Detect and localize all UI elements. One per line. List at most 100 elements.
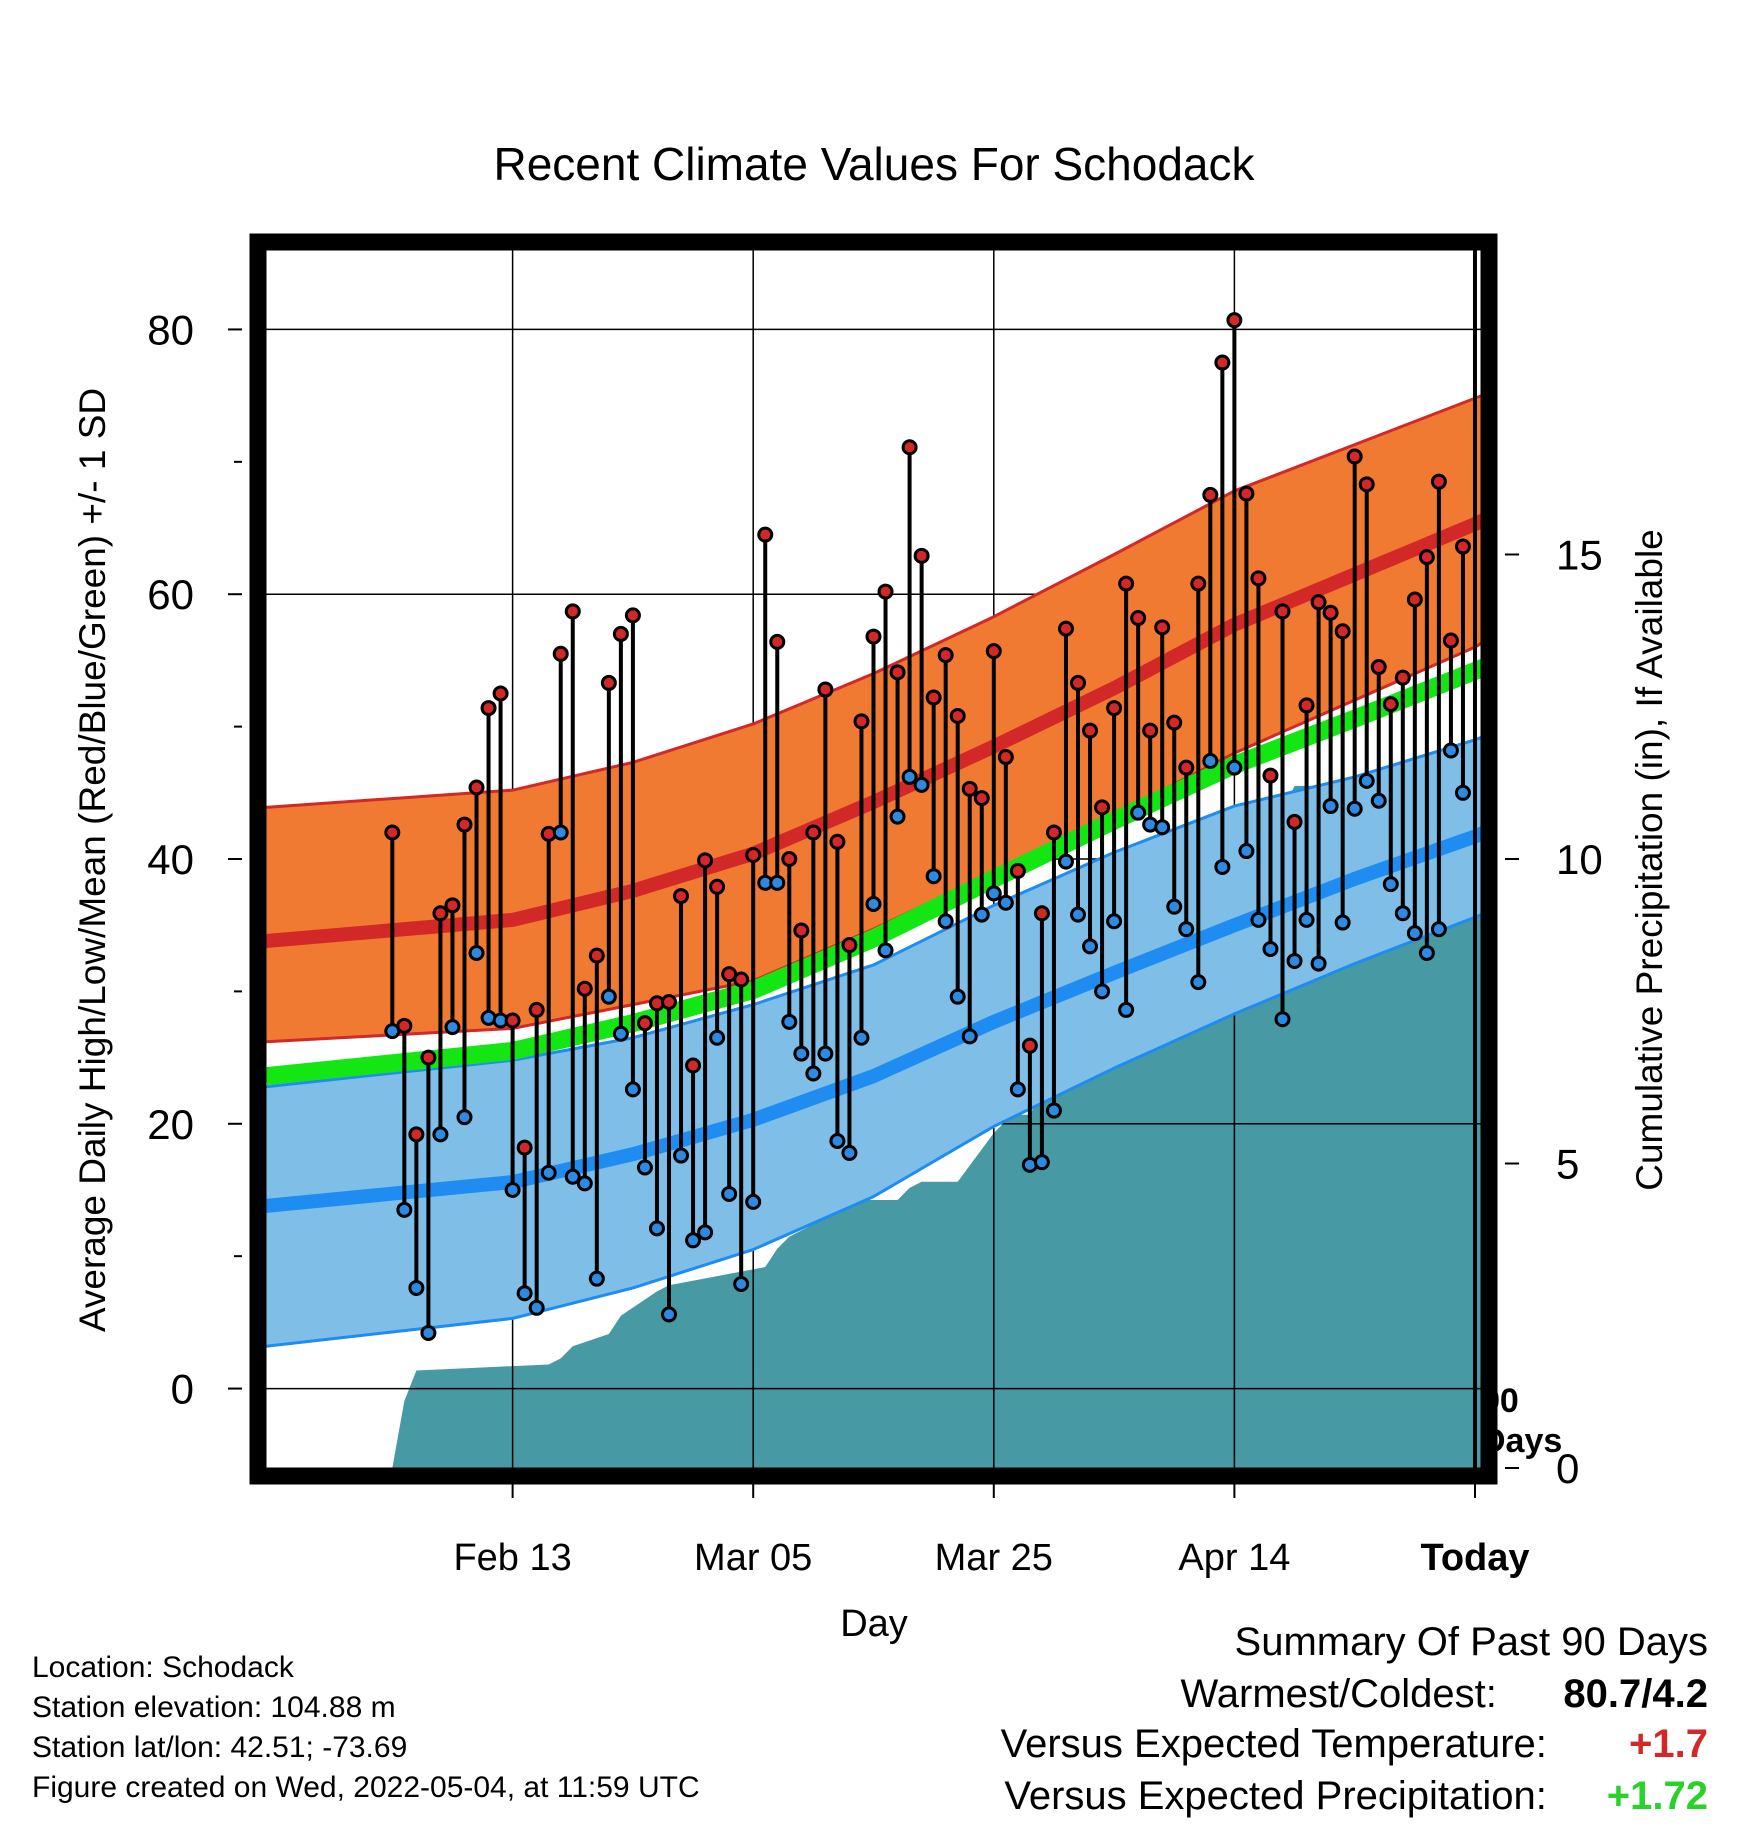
low-point — [468, 944, 485, 961]
y2-axis-label: Cumulative Precipitation (in), If Availa… — [1629, 529, 1670, 1191]
low-point — [624, 1081, 641, 1098]
high-point — [781, 851, 798, 867]
warm-cold-label: Warmest/Coldest: — [1180, 1672, 1497, 1716]
high-point — [408, 1126, 425, 1143]
high-point — [576, 980, 593, 997]
high-point — [1178, 759, 1195, 776]
high-point — [1094, 799, 1111, 816]
low-point — [1430, 921, 1447, 938]
low-point — [769, 874, 786, 891]
high-point — [769, 633, 786, 650]
high-point — [1154, 619, 1171, 636]
x-axis: Feb 13 Mar 05 Mar 25 Apr 14 Today — [453, 1484, 1530, 1579]
y-tick-label: 60 — [147, 571, 194, 618]
high-point — [1262, 767, 1279, 784]
high-point — [1070, 674, 1087, 691]
high-point — [1346, 448, 1363, 465]
high-point — [745, 847, 762, 864]
low-point — [913, 776, 930, 793]
low-point — [1310, 955, 1327, 972]
y2-tick-label: 5 — [1556, 1141, 1579, 1188]
high-point — [504, 1012, 521, 1029]
high-point — [793, 922, 810, 939]
low-point — [528, 1299, 545, 1316]
low-point — [1106, 913, 1123, 930]
high-point — [1033, 905, 1050, 922]
low-point — [949, 988, 966, 1005]
daily-values — [384, 312, 1471, 1341]
low-point — [456, 1109, 473, 1126]
high-point — [1214, 354, 1231, 371]
high-point — [1118, 575, 1135, 592]
high-point — [456, 816, 473, 833]
low-point — [408, 1279, 425, 1296]
low-point — [721, 1185, 738, 1202]
high-point — [1286, 813, 1303, 830]
high-point — [1202, 486, 1219, 503]
low-point — [1082, 938, 1099, 955]
low-point — [540, 1164, 557, 1181]
latlon-text: Station lat/lon: 42.51; -73.69 — [32, 1731, 408, 1764]
high-point — [865, 628, 882, 645]
high-point — [480, 700, 497, 717]
high-point — [1454, 538, 1471, 555]
high-point — [588, 947, 605, 964]
high-point — [1106, 700, 1123, 717]
high-point — [1430, 473, 1447, 490]
high-point — [396, 1017, 413, 1034]
high-point — [829, 833, 846, 850]
high-point — [516, 1139, 533, 1156]
high-point — [1370, 659, 1387, 676]
low-point — [817, 1045, 834, 1062]
high-point — [1322, 604, 1339, 621]
low-point — [1166, 898, 1183, 915]
low-point — [552, 824, 569, 841]
low-mean-line — [266, 826, 1481, 1213]
y2-tick-label: 10 — [1556, 836, 1603, 883]
high-point — [1021, 1037, 1038, 1054]
high-point — [889, 664, 906, 681]
low-point — [576, 1175, 593, 1192]
high-point — [492, 685, 509, 702]
high-point — [925, 689, 942, 706]
high-point — [384, 824, 401, 841]
precip-label: Versus Expected Precipitation: — [1004, 1774, 1547, 1818]
high-point — [913, 547, 930, 564]
low-point — [588, 1270, 605, 1287]
summary-warm-cold: Warmest/Coldest: 80.7/4.2 — [1181, 1672, 1709, 1717]
high-point — [528, 1001, 545, 1018]
high-point — [1250, 570, 1267, 587]
low-point — [1009, 1081, 1026, 1098]
high-point — [1310, 594, 1327, 611]
low-upper-line — [266, 735, 1481, 1089]
low-point — [1274, 1011, 1291, 1028]
low-point — [937, 913, 954, 930]
high-point — [1394, 669, 1411, 686]
low-point — [1094, 983, 1111, 1000]
low-point — [841, 1144, 858, 1161]
low-point — [973, 906, 990, 923]
station-info: Location: Schodack Station elevation: 10… — [32, 1648, 700, 1808]
high-point — [937, 647, 954, 664]
y-tick-label: 40 — [147, 836, 194, 883]
low-point — [793, 1045, 810, 1062]
high-point — [564, 603, 581, 620]
high-point — [1226, 312, 1243, 329]
high-point — [733, 971, 750, 988]
low-point — [636, 1159, 653, 1176]
summary-temp: Versus Expected Temperature: +1.7 — [1001, 1722, 1708, 1767]
low-band — [266, 737, 1481, 1347]
low-point — [1250, 911, 1267, 928]
high-point — [1057, 620, 1074, 637]
low-point — [612, 1025, 629, 1042]
low-lower-line — [266, 913, 1481, 1348]
high-point — [1142, 722, 1159, 739]
high-point — [961, 780, 978, 797]
low-point — [1454, 784, 1471, 801]
y-axis-label: Average Daily High/Low/Mean (Red/Blue/Gr… — [72, 388, 113, 1332]
high-point — [1406, 591, 1423, 608]
high-point — [853, 713, 870, 730]
high-point — [817, 681, 834, 698]
summary-precip: Versus Expected Precipitation: +1.72 — [1004, 1774, 1708, 1819]
